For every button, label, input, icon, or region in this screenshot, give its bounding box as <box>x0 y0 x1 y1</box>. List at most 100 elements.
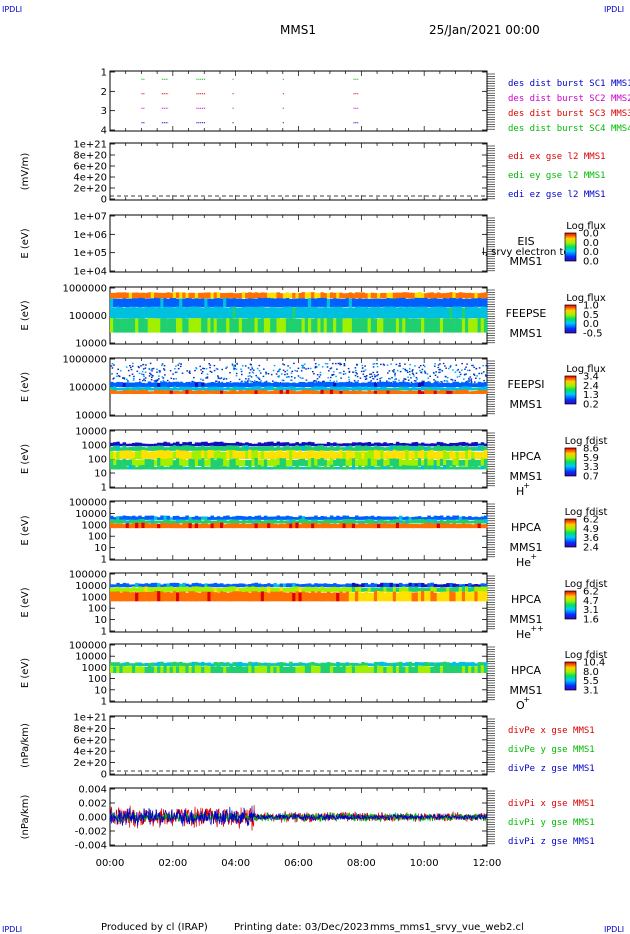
spectrogram-cell <box>282 442 287 447</box>
spectrogram-cell <box>377 306 381 319</box>
spectrogram-cell <box>169 443 174 447</box>
spectrogram-cell <box>339 298 343 307</box>
colorbar-title: Log fdist <box>565 507 608 518</box>
spectrogram-cell <box>405 523 409 529</box>
spectrogram-cell <box>389 387 394 391</box>
spectrogram-cell <box>386 666 390 673</box>
spectrogram-cell <box>157 586 161 592</box>
spectrogram-cell <box>279 665 284 673</box>
spectrogram-cell <box>458 382 463 387</box>
spectrogram-cell <box>122 298 127 307</box>
spectrogram-cell <box>157 298 161 307</box>
spectrogram-point <box>433 379 435 381</box>
spectrogram-cell <box>122 662 127 666</box>
spectrogram-cell <box>144 447 149 451</box>
spectrogram-cell <box>122 307 127 319</box>
spectrogram-point <box>208 363 210 365</box>
spectrogram-cell <box>304 445 309 451</box>
spectrogram-point <box>133 375 135 378</box>
spectrogram-point <box>419 365 422 367</box>
spectrogram-cell <box>443 298 447 307</box>
spectrogram-cell <box>113 591 117 602</box>
spectrogram-cell <box>307 665 312 673</box>
spectrogram-point <box>434 363 436 365</box>
spectrogram-cell <box>392 389 397 394</box>
spectrogram-cell <box>333 442 337 447</box>
spectrogram-cell <box>465 318 469 333</box>
spectrogram-point <box>131 365 134 367</box>
spectrogram-cell <box>150 306 155 319</box>
spectrogram-cell <box>389 582 394 588</box>
spectrogram-point <box>116 372 119 375</box>
spectrogram-point <box>279 368 281 370</box>
spectrogram-cell <box>198 442 202 447</box>
spectrogram-cell <box>314 446 318 451</box>
spectrogram-cell <box>182 292 186 299</box>
spectrogram-cell <box>446 459 450 466</box>
spectrogram-point <box>282 369 285 371</box>
spectrogram-cell <box>238 467 243 470</box>
spectrogram-point <box>234 365 236 367</box>
spectrogram-cell <box>421 386 425 391</box>
spectrogram-cell <box>452 465 456 470</box>
spectrogram-cell <box>204 446 208 451</box>
spectrogram-cell <box>304 583 309 588</box>
spectrogram-cell <box>377 390 381 394</box>
spectrogram-cell <box>267 583 271 588</box>
spectrogram-cell <box>157 520 161 524</box>
spectrogram-cell <box>245 520 249 524</box>
spectrogram-point <box>398 365 400 367</box>
spectrogram-cell <box>405 445 409 451</box>
spectrogram-point <box>144 371 147 373</box>
spectrogram-cell <box>433 446 438 451</box>
spectrogram-cell <box>339 666 343 673</box>
spectrogram-cell <box>292 390 296 394</box>
spectrogram-cell <box>185 583 189 588</box>
spectrogram-cell <box>342 293 346 299</box>
y-tick-label: 6e+20 <box>73 735 107 746</box>
spectrogram-cell <box>386 292 390 299</box>
spectrogram-cell <box>436 520 441 524</box>
spectrogram-cell <box>260 522 265 529</box>
spectrogram-cell <box>235 665 240 673</box>
spectrogram-cell <box>295 391 299 394</box>
spectrogram-cell <box>414 318 419 333</box>
colorbar <box>564 661 577 691</box>
spectrogram-cell <box>144 318 149 333</box>
spectrogram-cell <box>116 318 120 333</box>
spectrogram-cell <box>298 666 302 673</box>
spectrogram-point <box>293 362 295 365</box>
spectrogram-cell <box>263 515 268 520</box>
spectrogram-cell <box>292 292 296 299</box>
spectrogram-cell <box>144 306 149 319</box>
spectrogram-cell <box>138 662 142 667</box>
spectrogram-cell <box>257 451 262 459</box>
spectrogram-cell <box>383 459 387 466</box>
spectrogram-cell <box>248 390 252 394</box>
spectrogram-cell <box>282 298 287 307</box>
spectrogram-cell <box>248 292 252 299</box>
spectrogram-cell <box>295 666 299 673</box>
spectrogram-point <box>473 373 475 375</box>
spectrogram-point <box>206 377 209 379</box>
spectrogram-cell <box>289 666 293 673</box>
spectrogram-point <box>469 376 472 378</box>
spectrogram-cell <box>141 517 145 520</box>
spectrogram-cell <box>138 292 142 299</box>
spectrogram-cell <box>449 591 453 602</box>
spectrogram-cell <box>147 446 152 451</box>
spectrogram-cell <box>351 307 356 319</box>
spectrogram-cell <box>132 387 136 391</box>
spectrogram-cell <box>455 442 460 447</box>
spectrogram-cell <box>367 450 372 459</box>
spectrogram-cell <box>254 390 258 394</box>
spectrogram-cell <box>257 306 262 319</box>
spectrogram-cell <box>223 318 227 333</box>
spectrogram-cell <box>110 447 114 451</box>
spectrogram-cell <box>386 516 390 520</box>
spectrogram-cell <box>141 459 145 466</box>
spectrogram-cell <box>307 381 312 387</box>
spectrogram-cell <box>150 391 155 394</box>
spectrogram-cell <box>449 450 453 459</box>
spectrogram-cell <box>169 446 174 451</box>
